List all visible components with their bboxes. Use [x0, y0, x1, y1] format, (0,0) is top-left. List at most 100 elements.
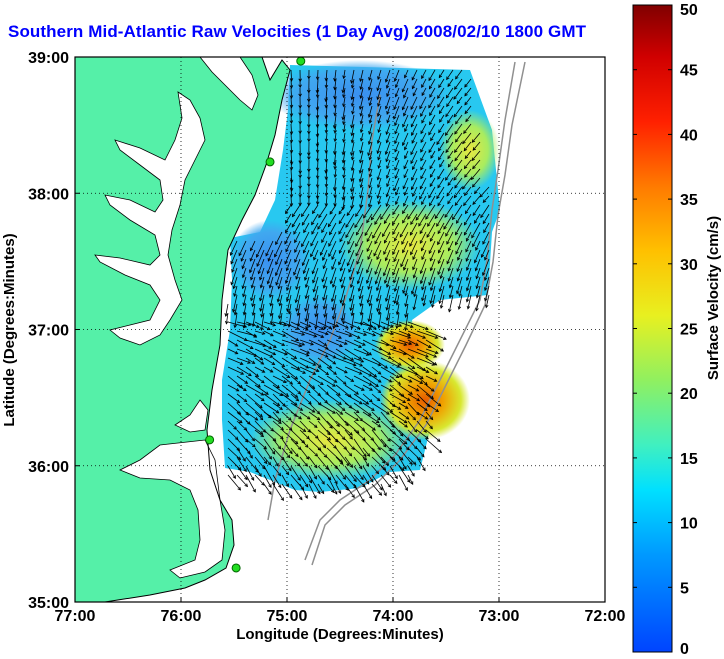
vector-arrowhead: [434, 350, 439, 355]
vector-arrowhead: [348, 269, 352, 273]
velocity-vector: [454, 195, 463, 206]
velocity-vector: [332, 303, 337, 320]
velocity-vector: [227, 330, 248, 341]
velocity-vector: [305, 285, 310, 299]
velocity-vector: [245, 375, 261, 388]
velocity-vector: [455, 114, 463, 125]
vector-arrowhead: [260, 361, 265, 365]
vector-arrowhead: [359, 184, 364, 189]
vector-arrowhead: [366, 299, 371, 304]
vector-arrowhead: [428, 104, 432, 109]
velocity-vector: [362, 402, 375, 411]
velocity-vector: [299, 321, 311, 328]
velocity-vector: [398, 411, 410, 420]
velocity-vector: [449, 276, 454, 288]
vector-arrowhead: [270, 428, 274, 432]
velocity-vector: [353, 438, 367, 457]
velocity-vector: [301, 231, 310, 247]
vector-arrowhead: [266, 270, 271, 275]
velocity-vector: [399, 222, 409, 238]
vector-arrowhead: [434, 215, 439, 220]
velocity-vector: [445, 141, 454, 153]
velocity-vector: [407, 204, 418, 220]
vector-arrowhead: [373, 252, 377, 257]
vector-arrowhead: [366, 238, 370, 243]
velocity-vector: [394, 285, 400, 304]
vector-arrowhead: [355, 417, 359, 422]
vector-arrowhead: [406, 479, 411, 483]
vector-arrowhead: [271, 481, 275, 486]
velocity-vector: [439, 276, 445, 292]
velocity-vector: [344, 429, 353, 440]
velocity-vector: [342, 141, 346, 155]
velocity-vector: [325, 96, 328, 108]
velocity-vector: [470, 168, 481, 180]
velocity-vector: [475, 240, 481, 251]
velocity-vector: [351, 96, 355, 107]
colorbar-tick-label: 0: [680, 641, 689, 658]
velocity-vector: [326, 483, 335, 493]
vector-arrowhead: [410, 221, 414, 226]
vector-arrowhead: [411, 132, 415, 137]
velocity-vector: [398, 384, 413, 395]
vector-arrowhead: [331, 307, 335, 311]
velocity-vector: [356, 249, 364, 265]
velocity-vector: [407, 465, 415, 477]
velocity-vector: [412, 258, 418, 270]
vector-arrowhead: [376, 150, 380, 155]
vector-arrowhead: [248, 372, 252, 377]
velocity-vector: [411, 69, 418, 81]
vector-arrowhead: [247, 360, 251, 364]
vector-arrowhead: [429, 425, 433, 430]
vector-arrowhead: [368, 382, 373, 386]
velocity-vector: [407, 366, 424, 380]
x-tick-label: 73:00: [479, 608, 520, 625]
velocity-vector: [263, 438, 276, 455]
vector-arrowhead: [457, 306, 462, 310]
vector-arrowhead: [289, 450, 293, 455]
vector-arrowhead: [296, 366, 301, 370]
velocity-vector: [236, 366, 252, 376]
velocity-vector: [346, 204, 355, 216]
velocity-vector: [445, 168, 454, 181]
vector-arrowhead: [304, 318, 308, 323]
vector-arrowhead: [333, 112, 337, 117]
vector-arrowhead: [303, 229, 307, 234]
velocity-vector: [430, 249, 436, 262]
vector-arrowhead: [229, 252, 234, 256]
vector-arrowhead: [358, 170, 363, 174]
vector-arrowhead: [324, 104, 329, 109]
vector-arrowhead: [367, 97, 372, 101]
velocity-vector: [326, 393, 342, 405]
vector-arrowhead: [357, 288, 362, 292]
velocity-vector: [353, 348, 370, 356]
velocity-vector: [236, 447, 246, 462]
velocity-vector: [398, 321, 414, 328]
vector-arrowhead: [437, 184, 441, 189]
velocity-vector: [416, 330, 438, 339]
velocity-vector: [402, 132, 409, 146]
velocity-vector: [353, 393, 369, 405]
velocity-vector: [338, 249, 346, 265]
velocity-vector: [353, 420, 365, 431]
velocity-vector: [369, 294, 373, 306]
velocity-vector: [385, 123, 391, 135]
velocity-vector: [401, 231, 409, 245]
vector-arrowhead: [355, 409, 360, 414]
velocity-vector: [455, 132, 463, 143]
velocity-vector: [317, 384, 329, 395]
velocity-vector: [251, 276, 256, 288]
vector-arrowhead: [312, 279, 316, 284]
velocity-vector: [389, 465, 398, 479]
velocity-vector: [362, 339, 383, 351]
velocity-vector: [252, 303, 256, 316]
velocity-vector: [254, 393, 265, 402]
vector-arrowhead: [456, 100, 461, 105]
velocity-vector: [371, 465, 379, 474]
velocity-vector: [290, 447, 299, 457]
velocity-vector: [254, 429, 264, 437]
velocity-vector: [362, 420, 376, 431]
velocity-vector: [386, 132, 391, 143]
velocity-vector: [457, 249, 463, 261]
vector-arrowhead: [359, 129, 364, 134]
